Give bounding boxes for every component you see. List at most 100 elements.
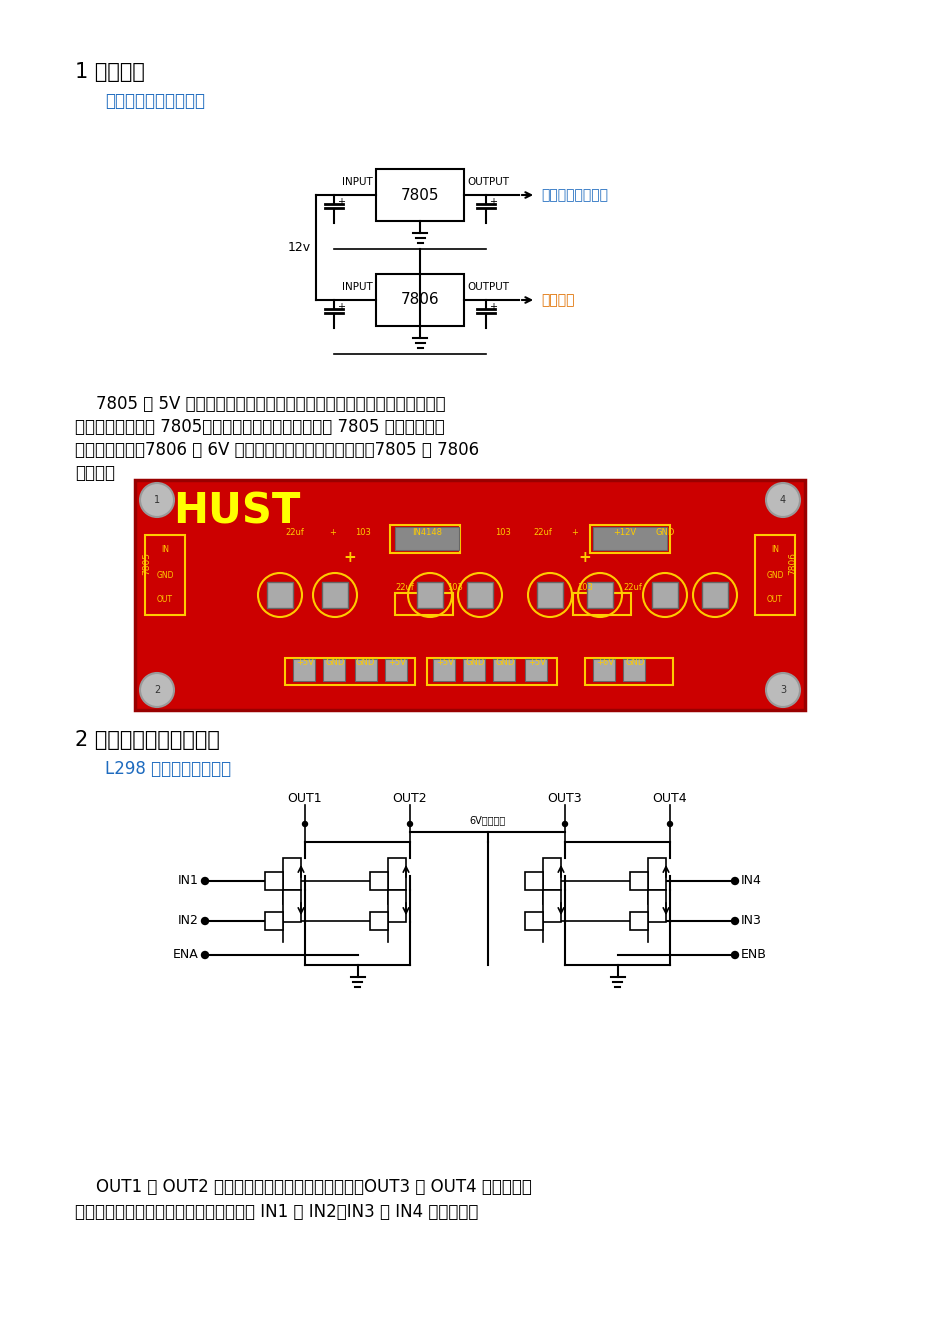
Text: L298 内部的原理图如下: L298 内部的原理图如下 <box>105 759 231 778</box>
Text: OUT4: OUT4 <box>652 792 686 805</box>
Bar <box>376 168 464 221</box>
Bar <box>589 525 669 554</box>
Text: 供电系统的原理图如下: 供电系统的原理图如下 <box>105 92 205 110</box>
Text: 们可能需要好几块 7805，但是我们要注意的是：各个 7805 之间的输出绝: 们可能需要好几块 7805，但是我们要注意的是：各个 7805 之间的输出绝 <box>75 418 445 436</box>
Text: OUT: OUT <box>157 595 173 604</box>
Text: GND: GND <box>156 571 174 579</box>
Text: +: + <box>488 302 497 312</box>
Text: 1: 1 <box>154 495 160 505</box>
Text: 103: 103 <box>447 583 463 591</box>
Bar <box>493 659 514 681</box>
Text: IN3: IN3 <box>740 915 761 928</box>
Circle shape <box>562 821 567 826</box>
Text: 2: 2 <box>154 685 160 695</box>
Bar <box>630 872 648 890</box>
Circle shape <box>731 877 737 885</box>
Text: INPUT: INPUT <box>342 176 373 187</box>
Text: OUT3: OUT3 <box>548 792 582 805</box>
Text: 103: 103 <box>577 583 592 591</box>
Bar <box>584 658 672 685</box>
Bar <box>593 527 666 550</box>
Bar <box>427 658 556 685</box>
Text: INPUT: INPUT <box>342 282 373 291</box>
Bar <box>293 659 314 681</box>
Bar <box>432 659 454 681</box>
Bar <box>586 582 613 608</box>
Bar <box>572 594 631 615</box>
Text: 7805 的 5V 输出给单片机以及各个功能模块供电，在实际应用过程中我: 7805 的 5V 输出给单片机以及各个功能模块供电，在实际应用过程中我 <box>75 394 446 413</box>
Text: GND: GND <box>325 658 345 667</box>
Bar <box>593 659 615 681</box>
Bar <box>390 525 460 554</box>
Bar <box>322 582 347 608</box>
Bar <box>525 872 543 890</box>
Text: OUTPUT: OUTPUT <box>466 176 509 187</box>
Text: +: + <box>337 302 345 312</box>
Bar <box>466 582 493 608</box>
Text: GND: GND <box>464 658 484 667</box>
Circle shape <box>766 483 800 517</box>
Bar <box>648 858 666 890</box>
Text: +: + <box>337 197 345 207</box>
Circle shape <box>731 952 737 959</box>
Text: IN: IN <box>770 545 778 555</box>
Text: 3: 3 <box>779 685 785 695</box>
Bar <box>754 535 794 615</box>
Text: OUT1: OUT1 <box>287 792 322 805</box>
Text: GND: GND <box>654 528 674 537</box>
Text: OUTPUT: OUTPUT <box>466 282 509 291</box>
Text: HUST: HUST <box>173 489 300 532</box>
Text: +: + <box>488 197 497 207</box>
Bar <box>376 274 464 326</box>
Text: 7805: 7805 <box>400 187 439 202</box>
Text: 单片机及模块供电: 单片机及模块供电 <box>540 189 607 202</box>
Text: 103: 103 <box>355 528 371 537</box>
Circle shape <box>302 821 307 826</box>
Text: GND: GND <box>355 658 374 667</box>
Bar <box>701 582 727 608</box>
Text: +12V: +12V <box>613 528 636 537</box>
Bar <box>536 582 563 608</box>
Text: +5V: +5V <box>435 658 453 667</box>
Circle shape <box>666 821 672 826</box>
Text: +: + <box>578 551 591 566</box>
Bar <box>525 912 543 931</box>
Bar <box>630 912 648 931</box>
Bar <box>525 659 547 681</box>
Text: IN: IN <box>160 545 169 555</box>
Bar <box>370 872 388 890</box>
Text: 7806: 7806 <box>400 293 439 308</box>
Bar <box>135 480 804 710</box>
Bar <box>388 858 406 890</box>
Text: IN4: IN4 <box>740 874 761 888</box>
Text: 22uf: 22uf <box>533 528 552 537</box>
Bar <box>543 890 561 923</box>
Text: OUT: OUT <box>767 595 783 604</box>
Text: +5V: +5V <box>528 658 546 667</box>
Text: IN1: IN1 <box>177 874 199 888</box>
Text: +5V: +5V <box>295 658 313 667</box>
Text: 12v: 12v <box>288 241 311 254</box>
Text: ENA: ENA <box>173 948 199 961</box>
Text: ENB: ENB <box>740 948 767 961</box>
Circle shape <box>201 952 209 959</box>
Text: 22uf: 22uf <box>396 583 414 591</box>
Text: 2 电机驱动模块的原理及: 2 电机驱动模块的原理及 <box>75 730 220 750</box>
Bar <box>651 582 677 608</box>
Text: 22uf: 22uf <box>285 528 304 537</box>
Bar <box>416 582 443 608</box>
Bar <box>282 890 301 923</box>
Bar <box>648 890 666 923</box>
Text: 7806: 7806 <box>787 552 797 575</box>
Text: 103: 103 <box>495 528 511 537</box>
Text: +: + <box>571 528 578 537</box>
Text: 22uf: 22uf <box>623 583 642 591</box>
Circle shape <box>407 821 413 826</box>
Bar <box>264 872 282 890</box>
Text: +6V: +6V <box>596 658 614 667</box>
Bar <box>370 912 388 931</box>
Text: OUT1 与 OUT2 与小车的一个电机的正负极相连，OUT3 与 OUT4 与小车的另: OUT1 与 OUT2 与小车的一个电机的正负极相连，OUT3 与 OUT4 与… <box>75 1178 531 1197</box>
Text: 6V动力电源: 6V动力电源 <box>469 816 505 825</box>
Bar <box>395 527 459 550</box>
Text: +: + <box>329 528 336 537</box>
